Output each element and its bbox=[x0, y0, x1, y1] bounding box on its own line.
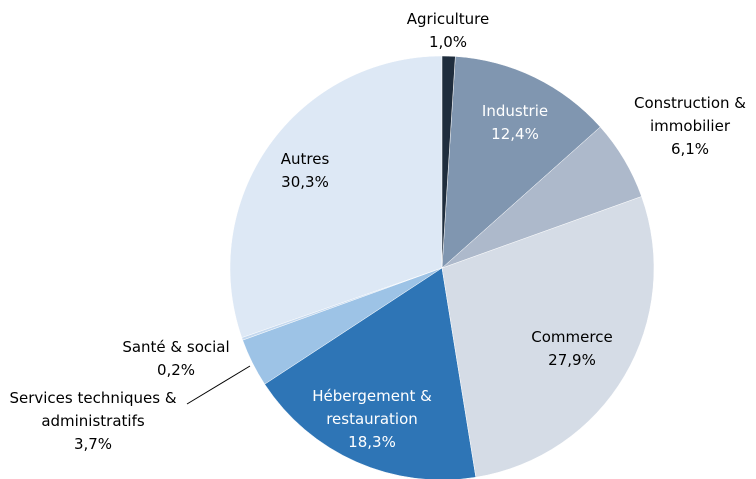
pie-slice bbox=[229, 55, 443, 339]
value-label: 12,4% bbox=[491, 125, 539, 143]
slice-label: Construction & immobilier 6,1% bbox=[620, 92, 756, 161]
slice-label: Agriculture 1,0% bbox=[378, 8, 518, 54]
slice-label: Hébergement & restauration 18,3% bbox=[292, 385, 452, 454]
slice-label: Autres 30,3% bbox=[245, 148, 365, 194]
category-label: Agriculture bbox=[406, 10, 490, 28]
category-label: Industrie bbox=[481, 102, 549, 120]
slice-label: Commerce 27,9% bbox=[502, 326, 642, 372]
value-label: 18,3% bbox=[348, 433, 396, 451]
category-label: Hébergement & restauration bbox=[312, 387, 432, 428]
pie-slice bbox=[441, 56, 601, 269]
slice-label: Santé & social 0,2% bbox=[106, 336, 246, 382]
value-label: 27,9% bbox=[548, 351, 596, 369]
value-label: 1,0% bbox=[428, 33, 468, 51]
category-label: Commerce bbox=[531, 328, 613, 346]
category-label: Services techniques & administratifs bbox=[9, 389, 177, 430]
pie-slice bbox=[264, 267, 477, 479]
category-label: Construction & immobilier bbox=[634, 94, 746, 135]
category-label: Autres bbox=[280, 150, 330, 168]
value-label: 0,2% bbox=[156, 361, 196, 379]
slice-label: Services techniques & administratifs 3,7% bbox=[3, 387, 183, 456]
slice-label: Industrie 12,4% bbox=[455, 100, 575, 146]
pie-slice bbox=[441, 196, 655, 478]
pie-slice bbox=[441, 55, 456, 269]
value-label: 30,3% bbox=[281, 173, 329, 191]
category-label: Santé & social bbox=[122, 338, 230, 356]
value-label: 6,1% bbox=[670, 140, 710, 158]
leader-line bbox=[186, 365, 251, 405]
value-label: 3,7% bbox=[73, 435, 113, 453]
